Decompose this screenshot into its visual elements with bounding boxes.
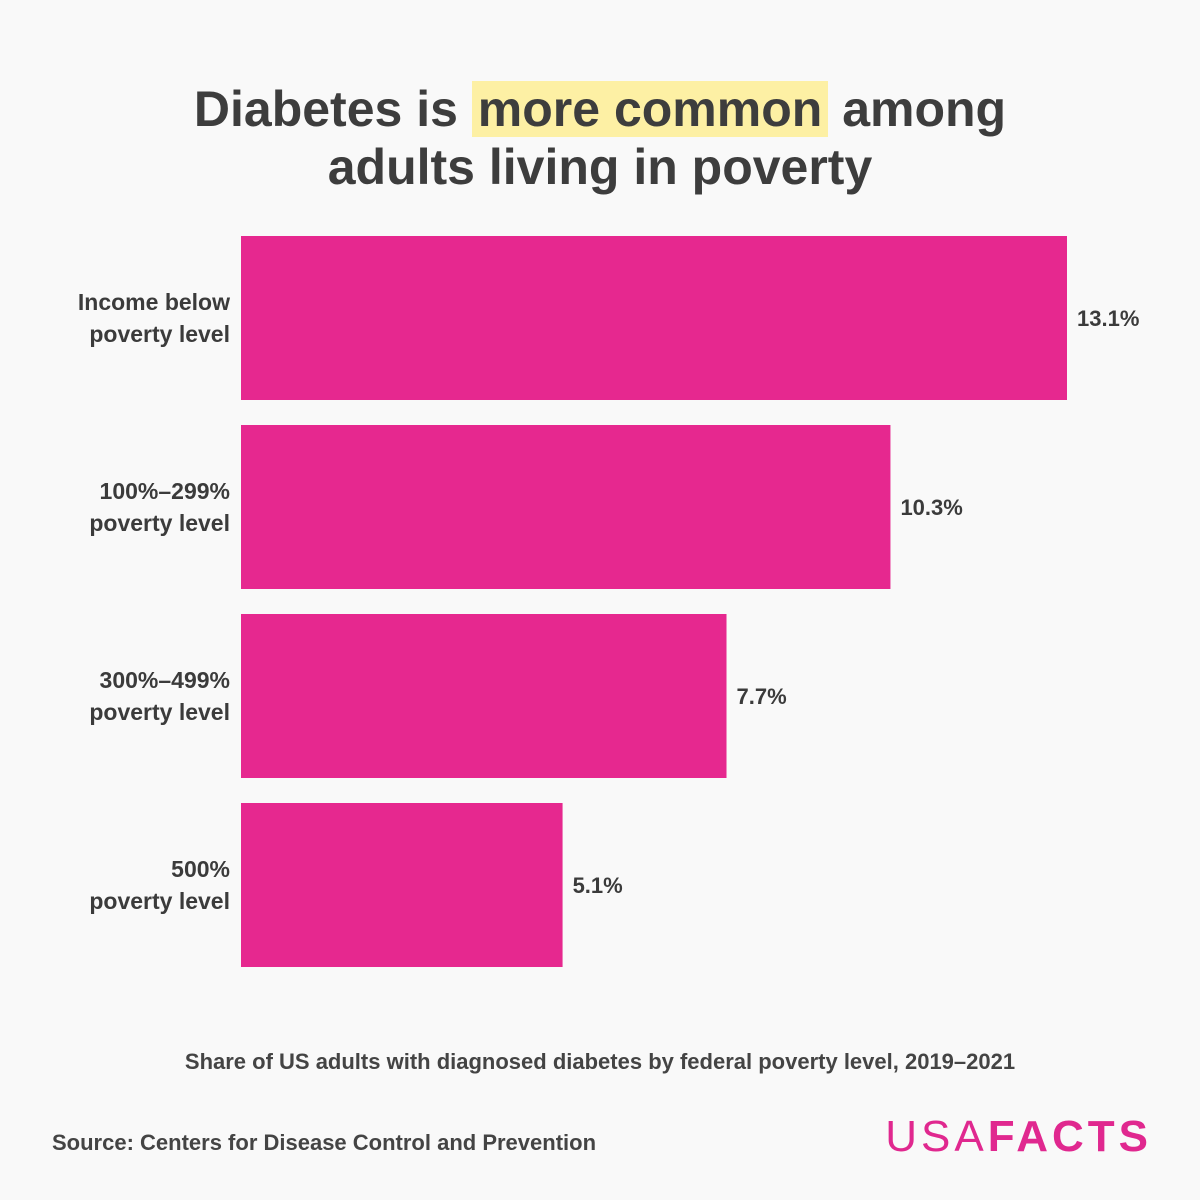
logo-usa: USA bbox=[885, 1112, 988, 1161]
value-label-3: 7.7% bbox=[737, 684, 787, 709]
category-label-line: Income below bbox=[78, 289, 230, 315]
source-note: Source: Centers for Disease Control and … bbox=[52, 1130, 597, 1155]
category-label-line: 100%–299% bbox=[100, 478, 230, 504]
category-label-3: 300%–499% poverty level bbox=[89, 667, 230, 725]
title-text-after: among bbox=[828, 80, 1007, 137]
bar-chart: 13.1% Income below poverty level 10.3% 100%–… bbox=[78, 236, 1139, 967]
category-label-line: poverty level bbox=[89, 510, 230, 536]
category-label-line: poverty level bbox=[89, 321, 230, 347]
usafacts-logo: USAFACTS bbox=[885, 1112, 1152, 1162]
title-line-1: Diabetes is more common among bbox=[0, 80, 1200, 138]
value-label-2: 10.3% bbox=[900, 495, 962, 520]
value-label-4: 5.1% bbox=[573, 873, 623, 898]
category-label-line: poverty level bbox=[89, 699, 230, 725]
title-highlight: more common bbox=[471, 80, 829, 137]
bar-1 bbox=[241, 236, 1067, 400]
title-text-before: Diabetes is bbox=[193, 80, 472, 137]
bar-3 bbox=[241, 614, 727, 778]
bar-4 bbox=[241, 803, 563, 967]
chart-title: Diabetes is more common among adults liv… bbox=[0, 80, 1200, 196]
bar-2 bbox=[241, 425, 891, 589]
title-line-2: adults living in poverty bbox=[327, 138, 873, 195]
category-label-line: 500% bbox=[171, 856, 230, 882]
category-label-1: Income below poverty level bbox=[78, 289, 230, 347]
category-label-line: poverty level bbox=[89, 888, 230, 914]
category-label-2: 100%–299% poverty level bbox=[89, 478, 230, 536]
value-label-1: 13.1% bbox=[1077, 306, 1139, 331]
chart-subtitle: Share of US adults with diagnosed diabet… bbox=[184, 1049, 1016, 1074]
category-label-line: 300%–499% bbox=[100, 667, 230, 693]
logo-facts: FACTS bbox=[987, 1112, 1152, 1161]
category-label-4: 500% poverty level bbox=[89, 856, 230, 914]
